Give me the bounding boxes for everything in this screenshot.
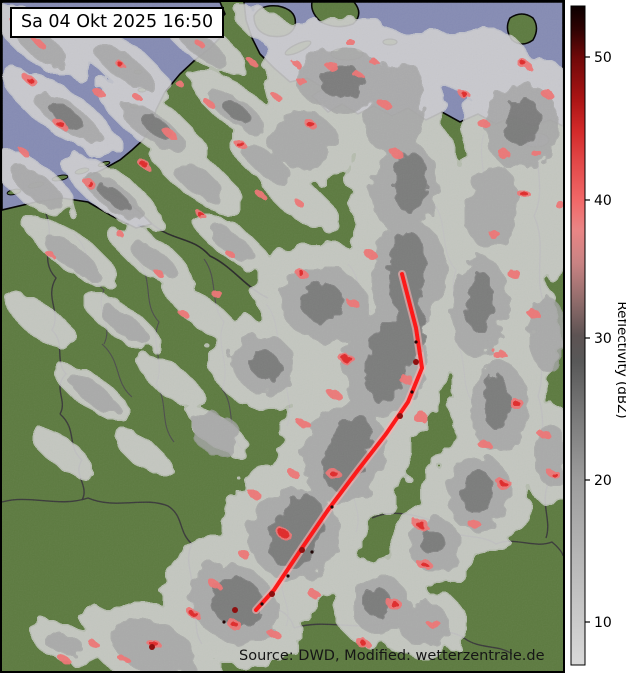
colorbar-bar (570, 5, 586, 666)
grain-overlay (2, 2, 563, 671)
colorbar-tick-label: 30 (594, 331, 612, 347)
colorbar-tick-label: 50 (594, 50, 612, 66)
radar-map-canvas (2, 2, 563, 671)
colorbar-tick-label: 10 (594, 615, 612, 631)
radar-map: Sa 04 Okt 2025 16:50 Source: DWD, Modifi… (0, 0, 565, 673)
colorbar-axis-label: Reflectivity (dBZ) (614, 301, 626, 418)
source-credit: Source: DWD, Modified: wetterzentrale.de (239, 648, 545, 664)
colorbar-tick-label: 40 (594, 193, 612, 209)
timestamp-text: Sa 04 Okt 2025 16:50 (21, 12, 214, 32)
timestamp-box: Sa 04 Okt 2025 16:50 (10, 7, 225, 38)
colorbar-panel: 50 40 30 20 10 Reflectivity (dBZ) (565, 0, 626, 673)
colorbar-ticks: 50 40 30 20 10 (585, 50, 612, 631)
colorbar-canvas: 50 40 30 20 10 Reflectivity (dBZ) (570, 5, 626, 666)
colorbar-tick-label: 20 (594, 473, 612, 489)
